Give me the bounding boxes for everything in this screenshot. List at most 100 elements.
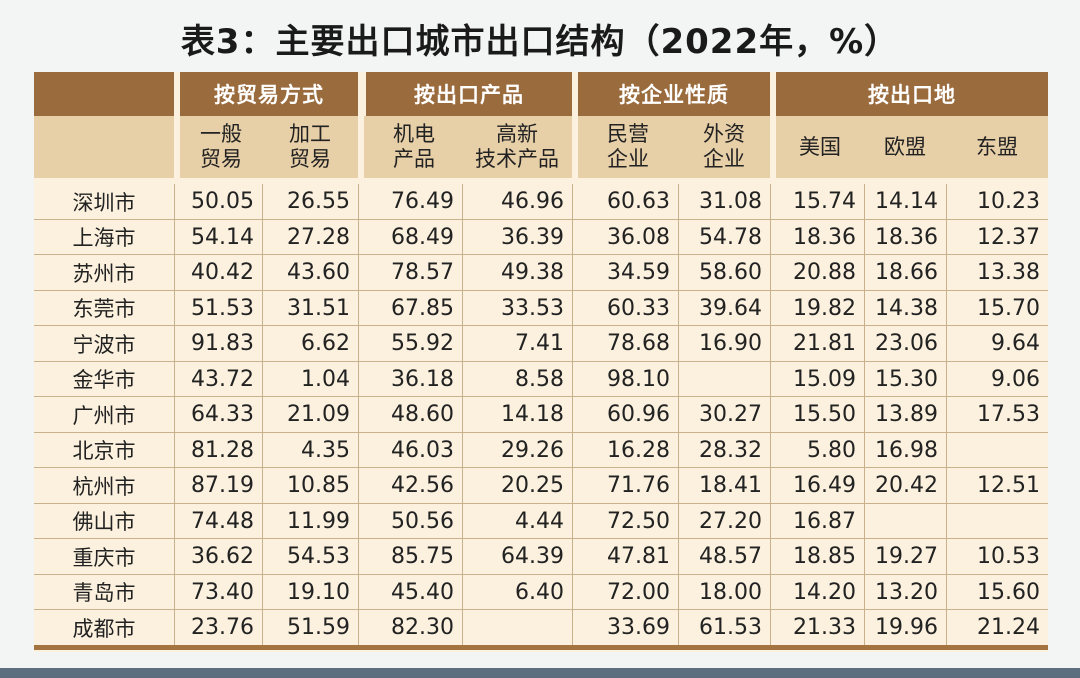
city-name: 苏州市 <box>72 261 136 286</box>
table-cell: 45.40 <box>391 579 454 605</box>
column-rule <box>770 184 771 646</box>
table-cell: 18.36 <box>875 224 938 250</box>
column-rule <box>262 184 263 646</box>
table-cell: 60.33 <box>607 295 670 321</box>
table-cell: 15.09 <box>793 366 856 392</box>
table-cell: 28.32 <box>699 437 762 463</box>
table-cell: 82.30 <box>391 615 454 641</box>
table-cell: 13.38 <box>977 260 1040 286</box>
table-cell: 33.69 <box>607 615 670 641</box>
group-header: 按出口地 <box>776 72 1048 116</box>
table-cell: 54.78 <box>699 224 762 250</box>
table-cell: 30.27 <box>699 402 762 428</box>
table-cell: 51.59 <box>287 615 350 641</box>
subheader-row <box>34 116 1048 178</box>
table-cell: 19.27 <box>875 544 938 570</box>
city-name: 青岛市 <box>72 581 136 606</box>
table-cell: 48.60 <box>391 402 454 428</box>
row-divider <box>34 360 1048 362</box>
city-name: 上海市 <box>72 226 136 251</box>
table-cell: 58.60 <box>699 260 762 286</box>
city-name: 北京市 <box>72 439 136 464</box>
row-divider <box>34 573 1048 575</box>
table-cell: 60.96 <box>607 402 670 428</box>
column-header: 加工 贸易 <box>262 116 358 178</box>
table-cell: 14.18 <box>501 402 564 428</box>
column-header: 高新 技术产品 <box>462 116 572 178</box>
table-cell: 60.63 <box>607 189 670 215</box>
table-cell: 74.48 <box>191 508 254 534</box>
table-cell: 16.49 <box>793 473 856 499</box>
row-divider <box>34 538 1048 539</box>
table-cell: 12.51 <box>977 473 1040 499</box>
header-corner <box>34 72 174 116</box>
table-cell: 10.53 <box>977 544 1040 570</box>
table-cell: 20.25 <box>501 473 564 499</box>
table-cell: 15.30 <box>875 366 938 392</box>
table-cell: 14.14 <box>875 189 938 215</box>
row-divider <box>34 289 1048 291</box>
row-divider <box>34 254 1048 255</box>
table-cell: 29.26 <box>501 437 564 463</box>
row-divider <box>34 431 1048 433</box>
subheader-line: 贸易 <box>289 147 331 171</box>
column-rule <box>946 184 947 646</box>
group-header: 按企业性质 <box>578 72 770 116</box>
row-divider <box>34 325 1048 326</box>
table-cell: 16.87 <box>793 508 856 534</box>
column-header: 机电 产品 <box>366 116 462 178</box>
column-rule <box>572 184 573 646</box>
subheader-line: 高新 <box>496 122 538 146</box>
table-cell: 71.76 <box>607 473 670 499</box>
subheader-line: 机电 <box>393 122 435 146</box>
table-cell: 10.85 <box>287 473 350 499</box>
table-cell: 6.62 <box>301 331 350 357</box>
table-cell: 34.59 <box>607 260 670 286</box>
table-cell: 16.28 <box>607 437 670 463</box>
table-cell: 27.28 <box>287 224 350 250</box>
subheader-line: 美国 <box>799 134 841 159</box>
city-name: 杭州市 <box>72 474 136 499</box>
table-cell: 46.96 <box>501 189 564 215</box>
table-cell: 85.75 <box>391 544 454 570</box>
table-cell: 13.89 <box>875 402 938 428</box>
table-cell: 15.50 <box>793 402 856 428</box>
table-cell: 81.28 <box>191 437 254 463</box>
table-cell: 40.42 <box>191 260 254 286</box>
table-cell: 36.62 <box>191 544 254 570</box>
table-cell: 51.53 <box>191 295 254 321</box>
column-header: 民营 企业 <box>578 116 678 178</box>
group-separator <box>358 72 364 652</box>
city-name: 广州市 <box>72 403 136 428</box>
table-cell: 78.68 <box>607 331 670 357</box>
table-cell: 78.57 <box>391 260 454 286</box>
table-cell: 11.99 <box>287 508 350 534</box>
city-name: 深圳市 <box>72 190 136 215</box>
table-cell: 21.24 <box>977 615 1040 641</box>
subheader-line: 外资 <box>703 122 745 146</box>
table-cell: 21.81 <box>793 331 856 357</box>
subheader-line: 企业 <box>703 147 745 171</box>
table-cell: 15.60 <box>977 579 1040 605</box>
table-cell: 14.20 <box>793 579 856 605</box>
table-cell: 19.96 <box>875 615 938 641</box>
table-cell: 5.80 <box>807 437 856 463</box>
table-cell: 10.23 <box>977 189 1040 215</box>
table-cell <box>946 504 1048 540</box>
column-rule <box>864 184 865 646</box>
table-cell: 68.49 <box>391 224 454 250</box>
export-structure-table: 按贸易方式 按出口产品 按企业性质 按出口地 一般 贸易 加工 贸易 机电 产品 高新 技术产品 民营企… <box>34 72 1048 652</box>
table-cell: 21.09 <box>287 402 350 428</box>
table-cell <box>462 610 572 646</box>
city-name: 重庆市 <box>72 545 136 570</box>
row-divider <box>34 396 1048 397</box>
table-cell: 23.06 <box>875 331 938 357</box>
table-title: 表3：主要出口城市出口结构（2022年，%） <box>180 22 900 62</box>
table-cell: 20.88 <box>793 260 856 286</box>
city-name: 佛山市 <box>72 510 136 535</box>
table-cell: 76.49 <box>391 189 454 215</box>
table-cell: 12.37 <box>977 224 1040 250</box>
table-cell <box>946 433 1048 469</box>
table-cell <box>864 504 946 540</box>
table-cell: 46.03 <box>391 437 454 463</box>
